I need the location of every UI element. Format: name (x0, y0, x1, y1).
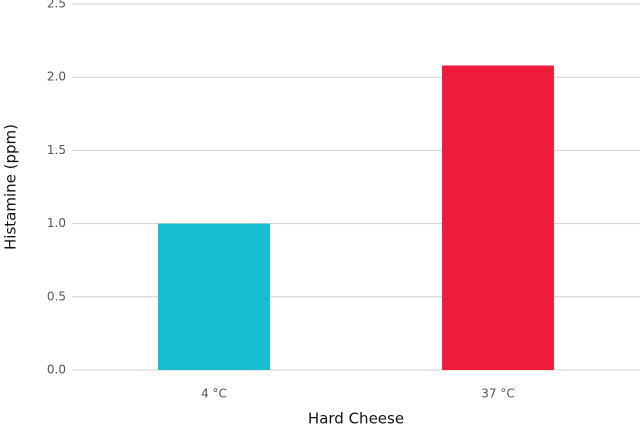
y-tick-label: 2.0 (47, 70, 66, 84)
y-tick-label: 1.0 (47, 216, 66, 230)
y-tick-label: 2.5 (47, 0, 66, 11)
x-tick-label: 37 °C (481, 387, 514, 401)
bar (442, 65, 554, 370)
x-tick-label: 4 °C (201, 387, 227, 401)
y-tick-label: 0.5 (47, 289, 66, 303)
y-axis-title: Histamine (ppm) (2, 124, 20, 250)
bar (158, 223, 270, 370)
x-axis-title: Hard Cheese (308, 410, 404, 428)
y-tick-label: 0.0 (47, 363, 66, 377)
y-tick-label: 1.5 (47, 143, 66, 157)
